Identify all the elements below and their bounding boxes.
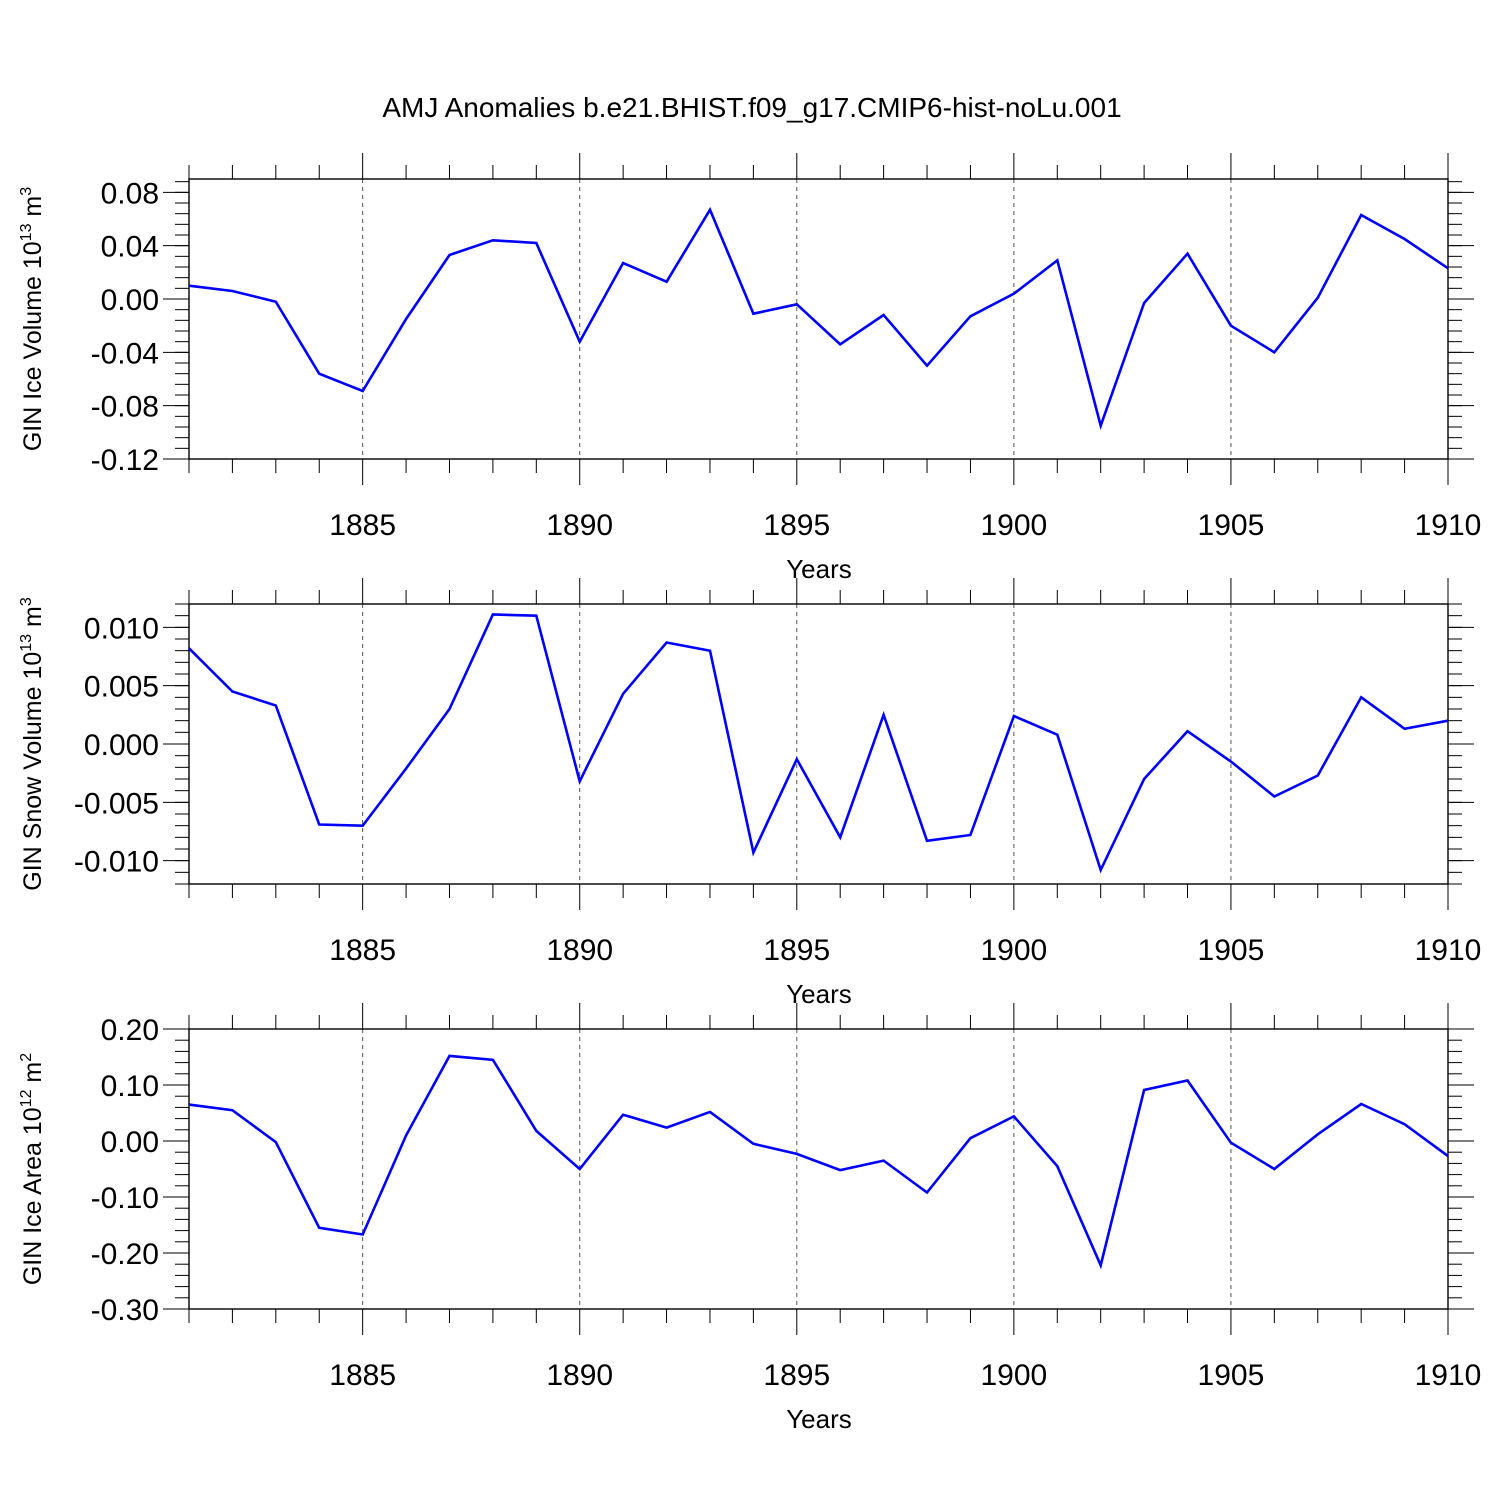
x-tick-label: 1900 [980,509,1047,542]
y-tick-label: 0.00 [101,284,159,317]
x-tick-label: 1910 [1415,509,1482,542]
chart-panel-1: 0.08 0.04 0.00 -0.04 -0.08 -0.12 1885 1890 1895 1… [18,153,1481,584]
y-tick-label: -0.12 [91,444,159,477]
plot-frame [188,178,1449,460]
x-tick-label: 1900 [980,934,1047,967]
y-tick-label: 0.10 [101,1070,159,1103]
plot-frame [188,1028,1449,1310]
x-tick-label: 1895 [763,934,830,967]
y-tick-label: 0.010 [84,612,159,645]
y-tick-label: 0.20 [101,1014,159,1047]
plot-frame [188,603,1449,885]
y-axis-label: GIN Ice Volume 1013 m3 [18,187,47,451]
x-axis-label: Years [786,979,852,1009]
chart-panel-3: 0.20 0.10 0.00 -0.10 -0.20 -0.30 1885 1890 1895 1… [18,1003,1481,1434]
x-tick-label: 1910 [1415,934,1482,967]
x-axis-label: Years [786,1404,852,1434]
series-line [188,613,1449,874]
x-axis-label: Years [786,554,852,584]
y-tick-label: 0.00 [101,1126,159,1159]
x-tick-label: 1890 [546,934,613,967]
x-tick-label: 1905 [1198,934,1265,967]
y-tick-label: -0.005 [74,787,159,820]
series-line [188,1054,1449,1270]
chart-panel-2: 0.010 0.005 0.000 -0.005 -0.010 1885 1890 1895 1… [18,578,1481,1009]
y-tick-label: -0.010 [74,846,159,879]
x-tick-label: 1910 [1415,1359,1482,1392]
series-line [188,206,1449,431]
x-tick-label: 1895 [763,509,830,542]
y-tick-label: 0.04 [101,231,159,264]
y-tick-label: 0.005 [84,671,159,704]
x-tick-label: 1895 [763,1359,830,1392]
x-tick-label: 1885 [329,934,396,967]
y-axis-label: GIN Snow Volume 1013 m3 [18,597,47,891]
y-tick-label: 0.08 [101,177,159,210]
y-tick-label: -0.20 [91,1238,159,1271]
x-tick-label: 1890 [546,509,613,542]
x-tick-label: 1890 [546,1359,613,1392]
y-tick-label: -0.04 [91,337,159,370]
x-tick-label: 1905 [1198,1359,1265,1392]
y-tick-label: -0.30 [91,1294,159,1327]
y-axis-label: GIN Ice Area 1012 m2 [18,1053,47,1285]
y-tick-label: -0.10 [91,1182,159,1215]
y-tick-label: 0.000 [84,729,159,762]
x-tick-label: 1900 [980,1359,1047,1392]
figure-title: AMJ Anomalies b.e21.BHIST.f09_g17.CMIP6-… [382,92,1121,123]
y-tick-label: -0.08 [91,391,159,424]
x-tick-label: 1905 [1198,509,1265,542]
x-tick-label: 1885 [329,1359,396,1392]
x-tick-label: 1885 [329,509,396,542]
